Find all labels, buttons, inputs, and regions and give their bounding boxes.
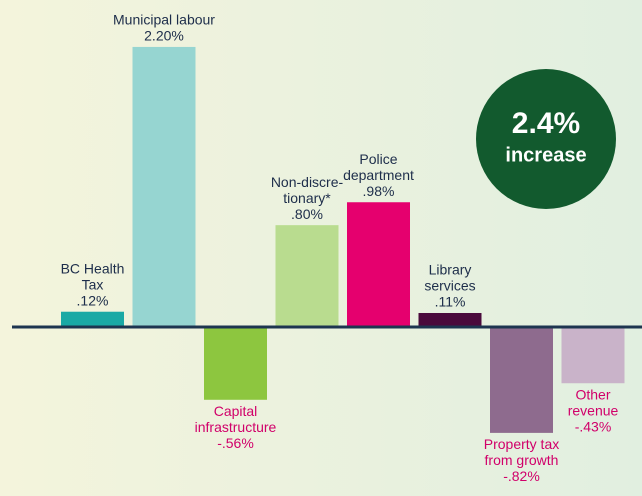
category-label: Library	[429, 262, 472, 278]
badge-text: increase	[505, 144, 586, 166]
bar	[418, 312, 482, 327]
bar	[347, 202, 410, 327]
bar	[561, 328, 625, 384]
category-label: Police	[359, 151, 397, 167]
value-label: 2.20%	[144, 28, 184, 44]
category-label: Capital	[214, 403, 258, 419]
bar	[61, 311, 124, 327]
badge-value: 2.4%	[512, 107, 580, 140]
value-label: .80%	[291, 206, 323, 222]
category-label: Property tax	[484, 436, 559, 452]
value-label: -.82%	[503, 468, 540, 484]
badge	[476, 69, 616, 209]
value-label: -.56%	[217, 435, 254, 451]
bars	[61, 46, 625, 433]
bar	[132, 46, 196, 327]
category-label: Municipal labour	[113, 12, 215, 28]
category-label: from growth	[485, 452, 559, 468]
value-label: .98%	[363, 183, 395, 199]
category-label: Non-discre-	[271, 174, 344, 190]
category-label: infrastructure	[195, 419, 277, 435]
value-label: -.43%	[575, 418, 612, 434]
category-label: services	[424, 278, 475, 294]
bar	[490, 328, 553, 433]
category-label: revenue	[568, 402, 619, 418]
category-label: Other	[575, 386, 610, 402]
category-label: Tax	[82, 276, 104, 292]
bar	[204, 328, 267, 400]
bar	[275, 225, 339, 327]
category-label: BC Health	[61, 260, 125, 276]
category-label: tionary*	[283, 190, 331, 206]
category-label: department	[343, 167, 414, 183]
value-label: .12%	[77, 292, 109, 308]
value-label: .11%	[435, 294, 466, 310]
